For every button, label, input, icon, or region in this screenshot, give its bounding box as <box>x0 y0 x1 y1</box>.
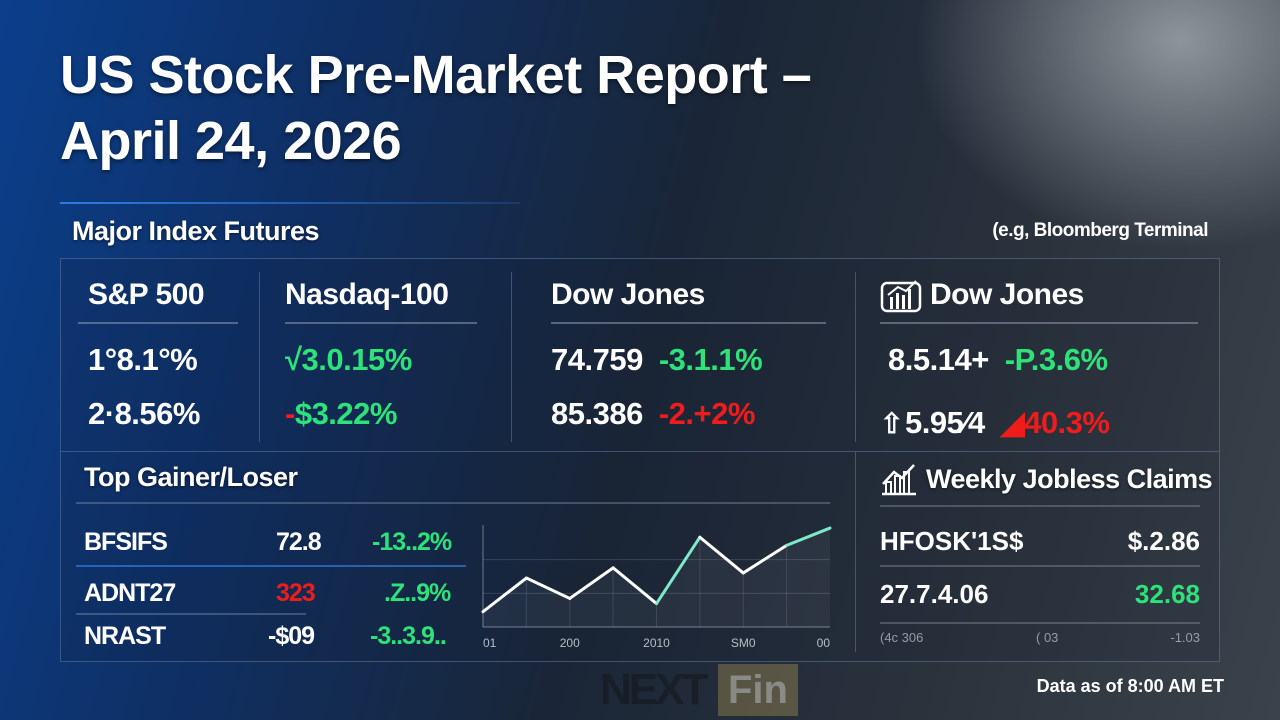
x-tick-label: 2010 <box>643 636 670 650</box>
futures-heading: Major Index Futures <box>72 216 320 246</box>
futures-panel <box>60 258 1220 452</box>
x-tick-label: 00 <box>817 636 831 650</box>
divider <box>855 272 856 442</box>
ticker: NRAST <box>84 622 166 650</box>
line-segment <box>481 576 528 614</box>
index-name: Nasdaq-100 <box>285 278 449 311</box>
value: -1.03 <box>1170 630 1200 645</box>
change: $3.22% <box>294 396 398 431</box>
index-dow-jones: Dow Jones 74.759 -3.1.1% 85.386 -2.+2% <box>551 272 826 450</box>
divider <box>855 452 856 652</box>
label: (4c 306 <box>880 630 924 645</box>
line-segment <box>655 535 702 606</box>
line-segment <box>741 543 789 575</box>
nextfin-logo: NEXT <box>600 665 708 714</box>
x-tick-label: 200 <box>560 636 580 650</box>
price: 323 <box>276 579 316 607</box>
page-title: US Stock Pre-Market Report – April 24, 2… <box>60 42 812 174</box>
line-segment <box>611 566 658 606</box>
change: .Z..9% <box>384 579 451 607</box>
title-divider <box>60 202 520 204</box>
change: √3.0.15% <box>285 342 412 377</box>
line-segment <box>785 526 832 547</box>
nextfin-logo-mark: Fin <box>718 664 798 716</box>
divider <box>76 613 306 615</box>
price: -$09 <box>268 622 315 650</box>
sign: - <box>285 396 295 431</box>
value: 1°8.1°% <box>88 342 198 377</box>
value: 85.386 <box>551 396 643 431</box>
index-header: Dow Jones <box>880 272 1198 318</box>
change: ◢40.3% <box>1000 405 1110 440</box>
index-name: Dow Jones <box>930 278 1084 311</box>
divider <box>880 505 1200 507</box>
change: -3..3.9.. <box>370 622 447 650</box>
gainers-heading: Top Gainer/Loser <box>84 462 298 492</box>
data-timestamp: Data as of 8:00 AM ET <box>1036 676 1224 696</box>
title-line-1: US Stock Pre-Market Report – <box>60 45 812 105</box>
value: $.2.86 <box>1127 526 1200 556</box>
jobless-heading: Weekly Jobless Claims <box>926 463 1213 494</box>
divider <box>880 565 1200 567</box>
value: 8.5.14+ <box>888 342 989 377</box>
divider <box>880 622 1200 624</box>
line-chart: 01 200 2010 SM0 00 <box>481 525 832 650</box>
ticker: ADNT27 <box>84 579 176 607</box>
value: 2·8.56% <box>88 396 200 431</box>
line-segment <box>568 566 615 600</box>
label: 27.7.4.06 <box>880 579 989 609</box>
value: 5.95⁄4 <box>904 405 985 440</box>
change: -2.+2% <box>658 396 756 431</box>
change: -13..2% <box>372 528 452 556</box>
index-name: S&P 500 <box>88 278 205 311</box>
index-sp500: S&P 500 1°8.1°% 2·8.56% <box>78 272 238 450</box>
index-name: Dow Jones <box>551 278 705 311</box>
divider <box>76 502 830 504</box>
label: ( 03 <box>1036 630 1059 645</box>
bar-chart-icon <box>880 280 922 313</box>
growth-chart-icon <box>882 464 916 496</box>
value: 32.68 <box>1134 579 1200 609</box>
x-tick-label: SM0 <box>731 636 756 650</box>
divider <box>76 565 466 567</box>
price: 72.8 <box>276 528 322 556</box>
ticker: BFSIFS <box>84 528 168 556</box>
index-dow-jones-2: Dow Jones 8.5.14+ -P.3.6% ⇧ 5.95⁄4 ◢40.3% <box>880 272 1198 450</box>
x-tick-label: 01 <box>483 636 497 650</box>
index-nasdaq100: Nasdaq-100 √3.0.15% - $3.22% <box>285 272 477 450</box>
line-segment <box>524 576 572 600</box>
title-line-2: April 24, 2026 <box>60 111 402 171</box>
source-note: (e.g, Bloomberg Terminal <box>992 220 1208 241</box>
line-segment <box>698 535 745 575</box>
value: 74.759 <box>551 342 643 377</box>
change: -3.1.1% <box>658 342 763 377</box>
change: -P.3.6% <box>1004 342 1108 377</box>
jobless-header: Weekly Jobless Claims <box>880 462 1213 496</box>
up-arrow-icon: ⇧ <box>880 407 903 439</box>
label: HFOSK'1S$ <box>880 526 1024 556</box>
area-fill <box>483 528 830 627</box>
divider <box>511 272 512 442</box>
divider <box>259 272 260 442</box>
